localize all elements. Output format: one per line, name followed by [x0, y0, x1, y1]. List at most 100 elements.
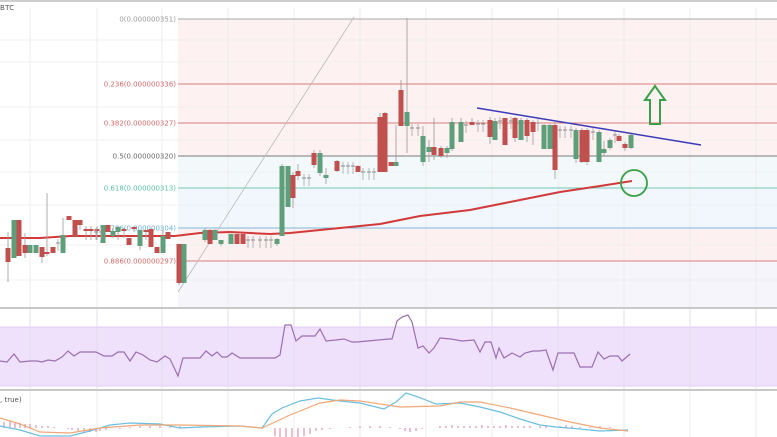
- fib-level-label: 0.618(0.000000313): [104, 185, 177, 193]
- candlesticks: [5, 18, 634, 285]
- candle-body: [377, 117, 383, 172]
- candle-body: [323, 175, 329, 178]
- candle-body: [398, 90, 404, 126]
- candle-body: [584, 130, 590, 162]
- macd-line: [0, 392, 629, 437]
- fib-zone-fill: [178, 19, 777, 84]
- macd-panel: [0, 389, 777, 437]
- candle-body: [181, 244, 187, 283]
- candle-body: [126, 238, 132, 245]
- candle-body: [27, 245, 33, 253]
- candle-body: [317, 153, 323, 173]
- candle-body: [279, 166, 285, 236]
- candle-body: [274, 239, 280, 244]
- up-arrow-icon: [643, 84, 667, 125]
- candle-body: [290, 175, 296, 198]
- candle-body: [212, 230, 218, 240]
- candle-body: [176, 244, 182, 283]
- candle-body: [492, 121, 498, 140]
- fib-level-label: 0.236(0.000000336): [104, 81, 177, 89]
- fib-zone-fill: [178, 261, 777, 308]
- candle-body: [148, 229, 154, 247]
- candle-body: [512, 118, 518, 138]
- candle-body: [444, 148, 450, 153]
- candle-body: [487, 120, 493, 137]
- candle-body: [524, 120, 530, 136]
- candle-body: [240, 234, 246, 244]
- candle-body: [573, 130, 579, 159]
- fib-level-label: 0.786(0.000000304): [104, 225, 177, 233]
- candle-body: [16, 220, 22, 256]
- candle-body: [50, 247, 56, 253]
- candle-body: [334, 161, 340, 171]
- candle-body: [426, 147, 432, 152]
- candle-body: [39, 247, 45, 257]
- candle-body: [431, 147, 437, 155]
- fib-level-label: 0.886(0.000000297): [104, 258, 177, 266]
- candle-body: [160, 236, 166, 253]
- candle-body: [72, 220, 78, 237]
- fib-zone-fill: [178, 84, 777, 123]
- candle-body: [355, 166, 361, 172]
- descending-trendline: [476, 107, 702, 146]
- candle-body: [131, 227, 137, 229]
- candle-body: [202, 230, 208, 240]
- candle-body: [596, 132, 602, 162]
- candle-body: [285, 166, 291, 207]
- candle-body: [469, 122, 475, 125]
- candle-body: [94, 229, 100, 231]
- candle-body: [518, 120, 524, 140]
- candle-body: [137, 230, 143, 246]
- candle-body: [154, 247, 160, 253]
- candle-body: [228, 234, 234, 244]
- candle-body: [449, 122, 455, 149]
- candle-body: [579, 130, 585, 162]
- candle-body: [458, 122, 464, 142]
- annotations[interactable]: [476, 84, 702, 197]
- candle-body: [5, 248, 11, 262]
- fibonacci-retracement[interactable]: 0(0.000000351) 0.236(0.000000336) 0.382(0.…: [104, 16, 777, 293]
- candle-body: [541, 125, 547, 149]
- candle-body: [616, 136, 622, 141]
- candle-body: [547, 125, 553, 149]
- candle-body: [552, 125, 558, 170]
- candle-body: [628, 135, 634, 148]
- candle-body: [234, 234, 240, 244]
- rsi-band: [0, 327, 777, 386]
- candle-body: [311, 153, 317, 165]
- candle-body: [530, 122, 536, 132]
- candle-body: [404, 112, 410, 126]
- fib-level-label: 0.382(0.000000327): [104, 120, 177, 128]
- pair-label: BTC: [0, 4, 15, 12]
- fib-level-label: 0(0.000000351): [119, 16, 176, 24]
- candle-body: [295, 171, 301, 176]
- macd-indicator-label: , true): [0, 396, 22, 404]
- rsi-panel: [0, 307, 777, 389]
- candle-body: [622, 144, 628, 148]
- signal-line: [0, 399, 629, 434]
- candle-body: [33, 245, 39, 253]
- highlight-circle-icon: [620, 169, 648, 197]
- candle-body: [44, 252, 50, 254]
- candle-body: [207, 230, 213, 244]
- candle-body: [77, 220, 83, 225]
- candle-body: [218, 240, 224, 244]
- candle-body: [502, 118, 508, 145]
- fib-diagonal-line: [177, 16, 355, 293]
- candle-body: [388, 162, 394, 166]
- candle-body: [143, 230, 149, 232]
- candle-body: [105, 225, 111, 232]
- candle-body: [100, 225, 106, 243]
- candle-body: [66, 216, 72, 220]
- candle-body: [83, 229, 89, 231]
- candle-body: [438, 148, 444, 156]
- candle-body: [601, 149, 607, 153]
- candle-body: [393, 162, 399, 166]
- candle-body: [607, 140, 613, 148]
- candle-body: [420, 136, 426, 162]
- fib-level-label: 0.5(0.000000320): [113, 153, 177, 161]
- candle-body: [115, 227, 121, 232]
- candle-body: [88, 229, 94, 231]
- candle-body: [165, 232, 171, 239]
